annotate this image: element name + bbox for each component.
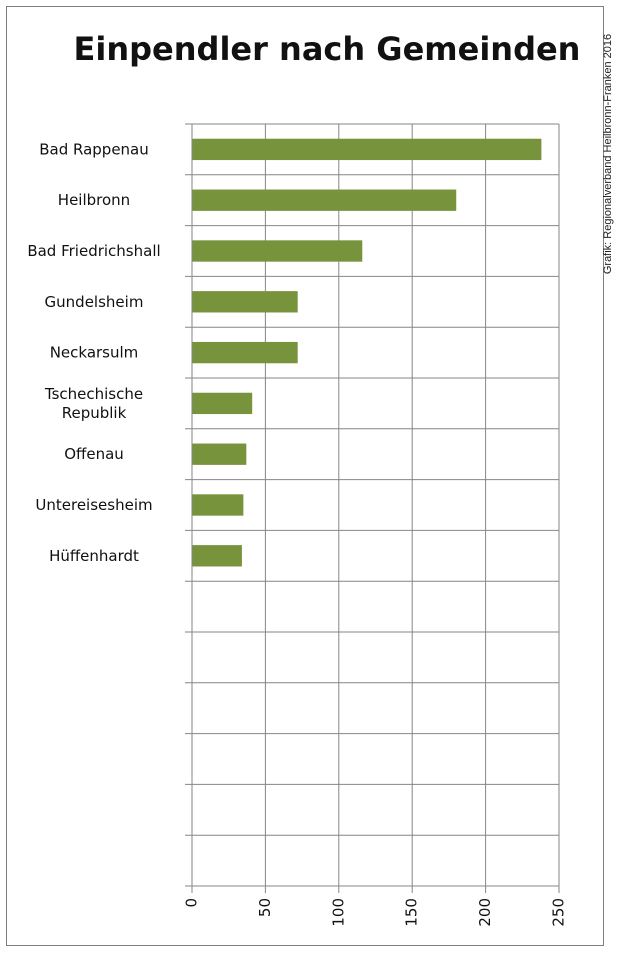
category-label: Bad Rappenau	[39, 140, 149, 158]
bar	[192, 189, 457, 211]
bar	[192, 138, 542, 161]
bar	[192, 291, 298, 313]
category-label: Gundelsheim	[45, 292, 144, 310]
bar	[192, 545, 242, 567]
category-label: Untereisesheim	[35, 496, 152, 514]
bar	[192, 392, 253, 415]
category-label-line: Bad Friedrichshall	[27, 242, 160, 260]
x-tick-label: 0	[183, 898, 201, 908]
bar	[192, 341, 298, 364]
category-label-line: Neckarsulm	[50, 343, 139, 361]
category-label-line: Offenau	[64, 445, 124, 463]
category-label: Heilbronn	[58, 191, 130, 209]
category-label-line: Untereisesheim	[35, 496, 152, 514]
plot-area	[192, 124, 559, 886]
category-label: Tschechische Republik	[44, 384, 143, 421]
category-label-line: Republik	[62, 403, 127, 421]
x-tick-label: 100	[329, 898, 347, 927]
category-label: Offenau	[64, 445, 124, 463]
category-label-line: Bad Rappenau	[39, 140, 149, 158]
x-tick-label: 250	[550, 898, 568, 927]
category-label-line: Hüffenhardt	[49, 546, 139, 564]
category-label-line: Tschechische	[44, 384, 143, 402]
category-label: Hüffenhardt	[49, 546, 139, 564]
x-tick-label: 150	[403, 898, 421, 927]
category-label-line: Gundelsheim	[45, 292, 144, 310]
x-tick-label: 200	[476, 898, 494, 927]
bar	[192, 240, 363, 262]
category-label: Neckarsulm	[50, 343, 139, 361]
bar	[192, 443, 247, 465]
bar	[192, 494, 244, 516]
x-tick-label: 50	[256, 898, 274, 917]
category-label-line: Heilbronn	[58, 191, 130, 209]
category-label: Bad Friedrichshall	[27, 242, 160, 260]
chart-title: Einpendler nach Gemeinden	[73, 30, 581, 68]
